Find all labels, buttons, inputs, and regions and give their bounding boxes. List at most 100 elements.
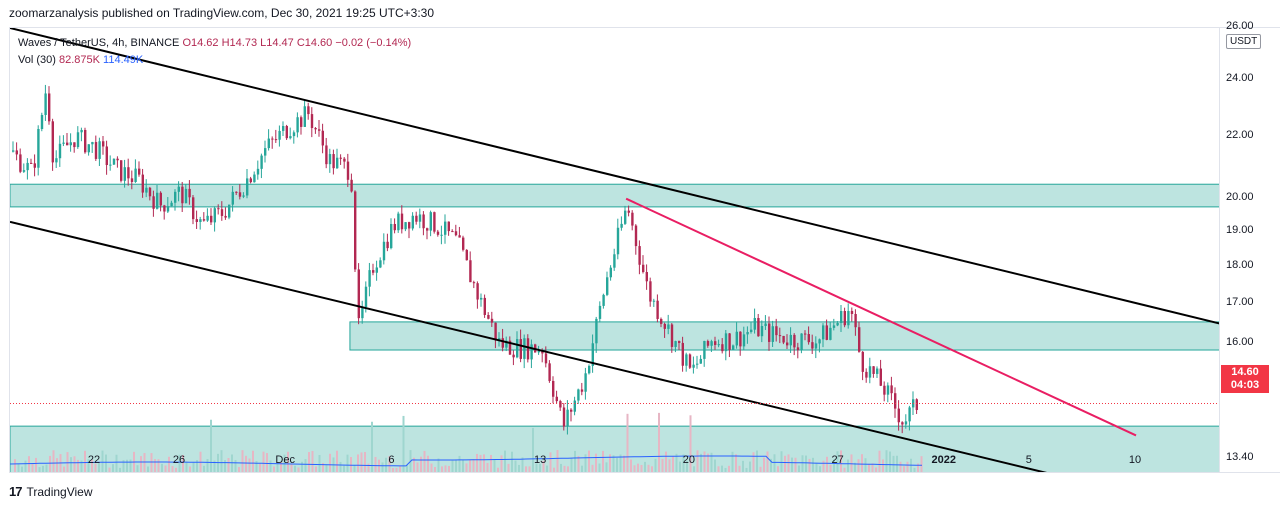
candle-body: [764, 323, 767, 327]
volume-bar: [157, 459, 160, 472]
volume-bar: [87, 459, 90, 472]
candle-body: [642, 264, 645, 273]
volume-bar: [826, 456, 828, 472]
volume-bar: [675, 453, 678, 472]
candle-body: [444, 221, 447, 235]
legend-volume-label[interactable]: Vol (30): [18, 54, 56, 66]
last-price-value: 14.60: [1231, 366, 1259, 378]
volume-bar: [290, 463, 293, 472]
price-label: 16.00: [1226, 335, 1254, 348]
legend-symbol[interactable]: Waves / TetherUS, 4h, BINANCE: [18, 37, 180, 49]
volume-bar: [297, 467, 300, 472]
volume-bar: [693, 466, 695, 472]
upper-resistance-zone: [10, 183, 1219, 208]
volume-bar: [553, 467, 555, 472]
candle-body: [224, 215, 227, 218]
candle-body: [400, 213, 404, 230]
candle-body: [840, 310, 843, 324]
volume-bar: [350, 457, 352, 472]
volume-bar: [283, 454, 286, 472]
candle-body: [480, 297, 483, 300]
volume-bar: [710, 452, 713, 472]
candle-body: [220, 209, 224, 216]
volume-bar: [374, 456, 377, 472]
currency-badge[interactable]: USDT: [1226, 34, 1262, 49]
volume-bar: [889, 451, 891, 472]
volume-bar: [444, 465, 447, 472]
volume-bar: [864, 458, 867, 472]
candle-body: [249, 178, 252, 183]
candle-body: [472, 282, 476, 284]
candle-body: [688, 354, 692, 368]
candle-body: [681, 342, 684, 366]
candle-body: [634, 225, 638, 247]
candle-body: [724, 333, 728, 352]
volume-ma-line: [10, 455, 923, 467]
candle-body: [174, 191, 177, 203]
time-label: 27: [831, 454, 844, 466]
volume-bar: [21, 466, 23, 472]
price-label: 17.00: [1226, 296, 1254, 309]
volume-bar: [822, 460, 825, 472]
volume-bar: [164, 465, 167, 472]
volume-bar: [598, 463, 601, 472]
volume-bar: [728, 465, 730, 472]
volume-bar: [612, 455, 615, 472]
candle-body: [303, 106, 306, 127]
candle-body: [663, 323, 666, 329]
volume-bar: [101, 450, 104, 472]
volume-bar: [108, 467, 111, 472]
candle-body: [375, 267, 378, 273]
volume-bar: [360, 452, 363, 472]
volume-bar: [45, 464, 48, 472]
volume-bar: [59, 454, 62, 472]
volume-bar: [525, 466, 527, 472]
chart-area[interactable]: [9, 27, 1220, 473]
candle-body: [19, 154, 22, 172]
volume-bar: [696, 450, 699, 472]
candle-body: [202, 219, 206, 221]
volume-bar: [52, 450, 55, 472]
candle-body: [361, 307, 364, 319]
legend-volume-ma: 114.49K: [103, 54, 144, 66]
price-scale[interactable]: [1220, 27, 1280, 473]
volume-bar: [441, 466, 443, 472]
candle-body: [847, 310, 850, 326]
candle-body: [112, 158, 116, 165]
volume-bar: [357, 454, 359, 472]
candle-body: [217, 208, 220, 210]
time-label: 6: [388, 454, 395, 466]
price-label: 26.00: [1226, 20, 1254, 32]
candle-body: [609, 267, 612, 278]
volume-bar: [416, 462, 419, 472]
price-label: 13.40: [1226, 451, 1254, 464]
candle-body: [292, 132, 296, 137]
volume-bar: [532, 427, 534, 472]
candle-body: [51, 121, 54, 163]
candle-body: [595, 318, 598, 344]
candle-body: [771, 326, 774, 342]
volume-bar: [73, 456, 76, 472]
candle-body: [451, 231, 454, 233]
candle-body: [757, 317, 760, 337]
candle-body: [465, 249, 468, 261]
candle-body: [782, 335, 785, 343]
candle-body: [253, 174, 256, 183]
candle-body: [674, 341, 677, 347]
volume-bar: [392, 467, 394, 472]
price-chart-canvas[interactable]: [10, 28, 1220, 473]
volume-bar: [31, 463, 34, 472]
volume-bar: [584, 454, 587, 472]
candle-body: [703, 341, 706, 359]
candle-body: [685, 354, 688, 366]
footer-brand[interactable]: TradingView: [26, 484, 93, 499]
tradingview-logo-icon[interactable]: 17: [9, 484, 23, 499]
candle-body: [537, 350, 540, 353]
candle-body: [476, 283, 479, 300]
price-label: 22.00: [1226, 128, 1254, 141]
candle-body: [454, 231, 458, 236]
price-label: 24.00: [1226, 72, 1254, 85]
volume-bar: [651, 466, 653, 472]
volume-bar: [609, 454, 611, 472]
volume-bar: [556, 450, 559, 472]
